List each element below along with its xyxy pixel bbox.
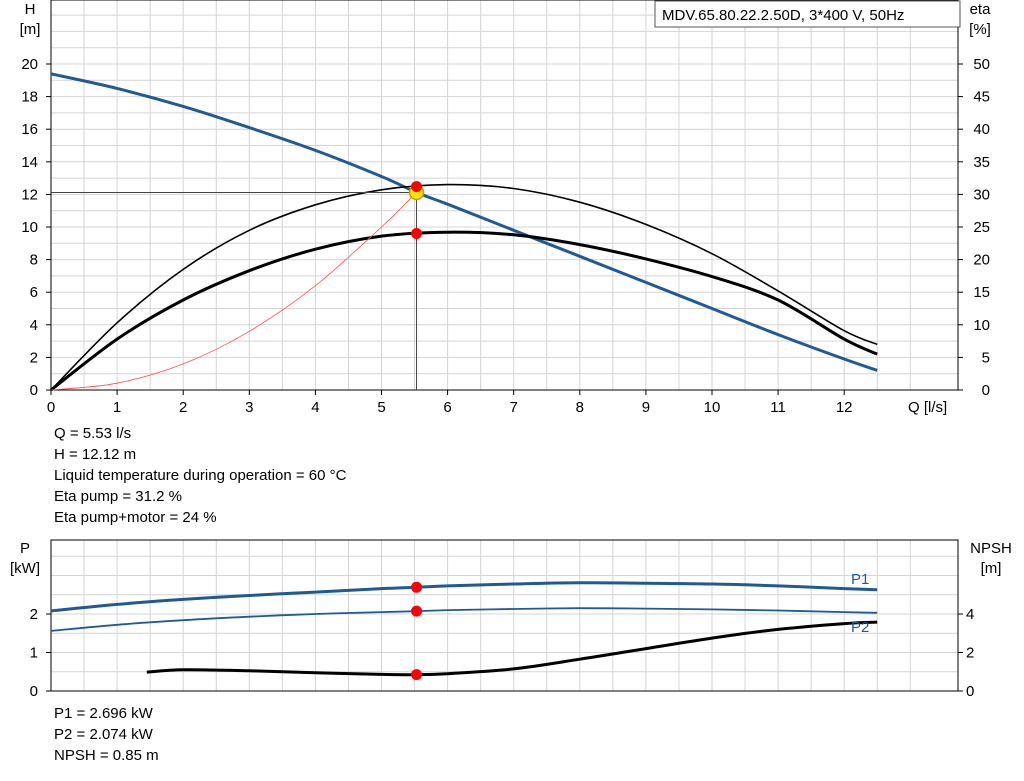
top-right-axis-unit: [%]	[969, 21, 991, 38]
info-eta-pump: Eta pump = 31.2 %	[54, 488, 182, 505]
chart-title: MDV.65.80.22.2.50D, 3*400 V, 50Hz	[662, 7, 904, 24]
y-left-tick-label: 6	[30, 284, 38, 301]
top-right-axis-name: eta	[970, 1, 992, 18]
y-left-tick-label: 10	[21, 219, 38, 236]
top-chart-grid	[50, 0, 959, 391]
y-left-tick-label: 14	[21, 154, 38, 171]
x-tick-label: 3	[245, 399, 253, 416]
y-left-tick-label: 8	[30, 252, 38, 269]
x-axis-label: Q [l/s]	[908, 399, 947, 416]
top-left-axis-unit: [m]	[20, 21, 41, 38]
bottom-chart-series	[50, 581, 878, 681]
npsh-curve	[146, 620, 878, 677]
info-npsh: NPSH = 0.85 m	[54, 747, 159, 764]
info-liquid-temperature: Liquid temperature during operation = 60…	[54, 467, 347, 484]
y-right-tick-label: 35	[973, 154, 990, 171]
y-right-tick-label: 10	[973, 317, 990, 334]
y-right-tick-label: 0	[982, 382, 990, 399]
x-tick-label: 11	[770, 399, 786, 416]
p-tick-label: 0	[30, 683, 38, 700]
p-tick-label: 1	[30, 645, 38, 662]
npsh-tick-label: 4	[966, 606, 974, 623]
p-tick-label: 2	[30, 606, 38, 623]
system-curve	[50, 192, 417, 391]
series-label-p2: P2	[851, 619, 869, 636]
x-tick-label: 12	[836, 399, 853, 416]
bottom-chart-grid	[50, 539, 959, 692]
op-point-eta-pump	[411, 181, 423, 193]
y-right-tick-label: 40	[973, 121, 990, 138]
chart-labels: 0 1 2 3 4 5 6 7 8 9 10 11 12024681012141618200510152…	[21, 56, 990, 700]
op-point-npsh	[411, 669, 423, 681]
y-right-tick-label: 30	[973, 186, 990, 203]
info-head: H = 12.12 m	[54, 446, 137, 463]
x-tick-label: 2	[179, 399, 187, 416]
eta-pump-curve	[50, 183, 878, 391]
x-tick-label: 0	[47, 399, 55, 416]
x-tick-label: 10	[704, 399, 721, 416]
y-left-tick-label: 4	[30, 317, 38, 334]
x-tick-label: 4	[311, 399, 319, 416]
bottom-right-axis-name: NPSH	[970, 540, 1012, 557]
series-label-p1: P1	[851, 571, 869, 588]
bottom-left-axis-name: P	[20, 540, 30, 557]
x-tick-label: 1	[113, 399, 121, 416]
p2-curve	[50, 607, 878, 632]
npsh-tick-label: 0	[966, 683, 974, 700]
y-left-tick-label: 20	[21, 56, 38, 73]
y-right-tick-label: 15	[973, 284, 990, 301]
bottom-left-axis-unit: [kW]	[10, 560, 40, 577]
y-right-tick-label: 5	[982, 349, 990, 366]
x-tick-label: 8	[576, 399, 584, 416]
x-tick-label: 6	[443, 399, 451, 416]
top-plot-frame	[50, 0, 959, 391]
chart-title-box	[654, 0, 961, 28]
head-curve	[50, 72, 878, 372]
y-right-tick-label: 20	[973, 252, 990, 269]
bottom-right-axis-unit: [m]	[981, 560, 1002, 577]
info-eta-total: Eta pump+motor = 24 %	[54, 509, 217, 526]
power-info: P1 = 2.696 kW P2 = 2.074 kW NPSH = 0.85 …	[54, 703, 159, 766]
op-point-eta-total	[411, 228, 423, 240]
y-right-tick-label: 50	[973, 56, 990, 73]
y-left-tick-label: 16	[21, 121, 38, 138]
op-point-p1	[411, 581, 423, 593]
info-flow: Q = 5.53 l/s	[54, 425, 132, 442]
y-right-tick-label: 45	[973, 89, 990, 106]
x-tick-label: 9	[642, 399, 650, 416]
info-p1: P1 = 2.696 kW	[54, 705, 153, 722]
y-left-tick-label: 2	[30, 349, 38, 366]
top-left-axis-name: H	[25, 1, 36, 18]
y-left-tick-label: 12	[21, 186, 38, 203]
top-chart-series	[50, 72, 878, 392]
bottom-plot-frame	[50, 539, 959, 692]
op-point-p2	[411, 605, 423, 617]
x-tick-label: 5	[377, 399, 385, 416]
info-p2: P2 = 2.074 kW	[54, 726, 153, 743]
operating-point-info: Q = 5.53 l/s H = 12.12 m Liquid temperat…	[54, 423, 346, 528]
eta-total-curve	[50, 230, 878, 392]
p1-curve	[50, 581, 878, 613]
y-left-tick-label: 0	[30, 382, 38, 399]
npsh-tick-label: 2	[966, 645, 974, 662]
y-left-tick-label: 18	[21, 89, 38, 106]
y-right-tick-label: 25	[973, 219, 990, 236]
x-tick-label: 7	[510, 399, 518, 416]
